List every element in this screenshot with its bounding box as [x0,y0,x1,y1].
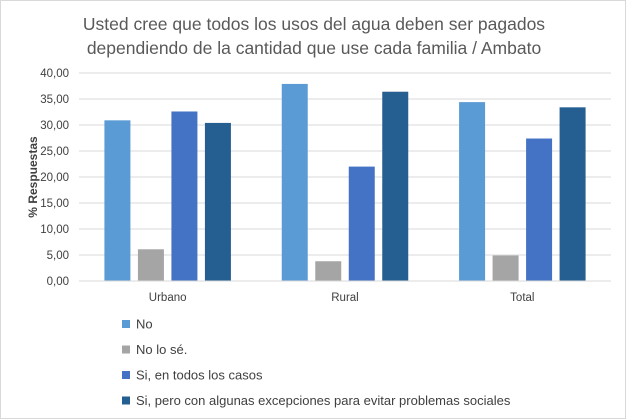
bar-urbano-series-2 [137,249,164,281]
bar-urbano-series-3 [171,111,198,281]
x-axis-ticks: Urbano Rural Total [149,292,535,304]
y-tick-label: 5,00 [47,250,69,262]
y-tick-label: 0,00 [47,276,69,288]
bar-total-series-1 [459,102,486,282]
legend-item: Si, pero con algunas excepciones para ev… [122,393,511,408]
bar-rural-series-3 [348,166,375,281]
y-tick-label: 25,00 [40,146,69,158]
x-tick-label: Total [510,292,534,304]
legend-label: Si, pero con algunas excepciones para ev… [136,393,511,408]
bars [104,83,586,282]
legend-label: Si, en todos los casos [136,368,263,383]
bar-total-series-4 [559,107,586,281]
bar-urbano-series-1 [104,120,131,281]
legend: No No lo sé. Si, en todos los casos Si, per… [122,317,511,408]
legend-swatch [122,320,130,328]
legend-swatch [122,371,130,379]
legend-item: Si, en todos los casos [122,368,263,383]
y-axis-ticks: 0,00 5,00 10,00 15,00 20,00 25,00 30,00 35,00 40… [40,68,69,288]
y-tick-label: 20,00 [40,172,69,184]
chart-title-line-1: Usted cree que todos los usos del agua d… [83,14,545,34]
bar-total-series-3 [526,138,553,281]
legend-label: No [136,317,153,332]
gridlines [79,72,611,256]
y-tick-label: 35,00 [40,94,69,106]
chart-title-line-2: dependiendo de la cantidad que use cada … [87,38,541,58]
x-tick-label: Rural [331,292,358,304]
legend-swatch [122,396,130,405]
y-tick-label: 10,00 [40,224,69,236]
legend-swatch [122,345,130,354]
bar-total-series-2 [492,255,519,281]
chart-title: Usted cree que todos los usos del agua d… [83,14,545,58]
y-tick-label: 15,00 [40,198,69,210]
y-tick-label: 40,00 [40,68,69,80]
bar-rural-series-4 [382,91,409,281]
legend-item: No lo sé. [122,342,187,357]
bar-rural-series-1 [281,83,308,281]
legend-label: No lo sé. [136,342,187,357]
x-tick-label: Urbano [149,292,187,304]
y-tick-label: 30,00 [40,120,69,132]
legend-item: No [122,317,153,332]
bar-urbano-series-4 [204,122,231,281]
bar-rural-series-2 [315,261,342,281]
y-axis-label: % Respuestas [26,136,40,218]
